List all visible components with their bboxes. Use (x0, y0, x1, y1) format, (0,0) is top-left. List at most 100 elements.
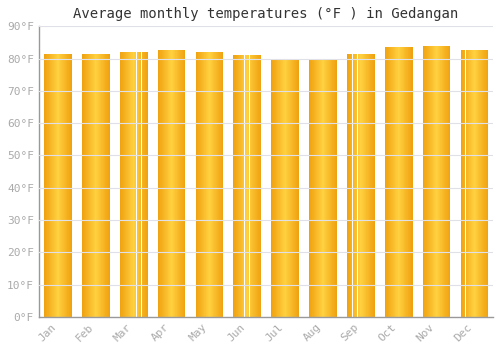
Bar (250, 55, 251, 317)
Bar (386, 47, 387, 317)
Bar (61, 54, 62, 317)
Bar (401, 47, 402, 317)
Bar (127, 52, 128, 317)
Bar (239, 55, 240, 317)
Bar (91, 54, 92, 317)
Bar (54, 54, 55, 317)
Bar (281, 58, 282, 317)
Bar (169, 50, 170, 317)
Bar (285, 58, 286, 317)
Bar (424, 46, 425, 317)
Bar (177, 50, 178, 317)
Bar (205, 52, 206, 317)
Bar (283, 58, 284, 317)
Bar (97, 54, 98, 317)
Bar (125, 52, 126, 317)
Bar (141, 52, 142, 317)
Bar (161, 50, 162, 317)
Bar (406, 47, 407, 317)
Bar (255, 55, 256, 317)
Bar (133, 52, 134, 317)
Bar (279, 58, 280, 317)
Bar (260, 55, 261, 317)
Bar (322, 58, 323, 317)
Bar (319, 58, 320, 317)
Bar (482, 50, 484, 317)
Bar (385, 47, 386, 317)
Bar (446, 46, 447, 317)
Bar (140, 52, 141, 317)
Bar (258, 55, 259, 317)
Bar (389, 47, 390, 317)
Bar (427, 46, 428, 317)
Bar (201, 52, 202, 317)
Bar (314, 58, 315, 317)
Bar (336, 58, 337, 317)
Bar (206, 52, 207, 317)
Bar (360, 54, 361, 317)
Bar (370, 54, 371, 317)
Bar (392, 47, 393, 317)
Bar (170, 50, 171, 317)
Bar (426, 46, 427, 317)
Bar (132, 52, 133, 317)
Bar (328, 58, 329, 317)
Bar (99, 54, 100, 317)
Bar (123, 52, 124, 317)
Bar (313, 58, 314, 317)
Bar (71, 54, 72, 317)
Bar (88, 54, 89, 317)
Bar (349, 54, 350, 317)
Bar (410, 47, 411, 317)
Bar (362, 54, 363, 317)
Bar (215, 52, 216, 317)
Bar (245, 55, 246, 317)
Bar (240, 55, 241, 317)
Bar (329, 58, 330, 317)
Bar (96, 54, 97, 317)
Bar (197, 52, 198, 317)
Bar (175, 50, 176, 317)
Bar (430, 46, 431, 317)
Bar (160, 50, 161, 317)
Bar (435, 46, 436, 317)
Bar (90, 54, 91, 317)
Bar (471, 50, 472, 317)
Bar (256, 55, 258, 317)
Bar (166, 50, 167, 317)
Bar (280, 58, 281, 317)
Bar (422, 46, 423, 317)
Bar (273, 58, 274, 317)
Bar (278, 58, 279, 317)
Bar (364, 54, 366, 317)
Bar (408, 47, 410, 317)
Bar (244, 55, 245, 317)
Bar (311, 58, 312, 317)
Bar (45, 54, 46, 317)
Bar (297, 58, 298, 317)
Bar (93, 54, 94, 317)
Bar (469, 50, 470, 317)
Bar (171, 50, 172, 317)
Bar (222, 52, 223, 317)
Bar (217, 52, 218, 317)
Bar (434, 46, 435, 317)
Bar (468, 50, 469, 317)
Bar (102, 54, 103, 317)
Bar (443, 46, 444, 317)
Bar (162, 50, 163, 317)
Bar (403, 47, 404, 317)
Bar (467, 50, 468, 317)
Bar (200, 52, 201, 317)
Bar (402, 47, 403, 317)
Bar (69, 54, 70, 317)
Bar (331, 58, 332, 317)
Bar (204, 52, 205, 317)
Bar (289, 58, 290, 317)
Bar (367, 54, 368, 317)
Bar (124, 52, 125, 317)
Bar (251, 55, 252, 317)
Bar (391, 47, 392, 317)
Bar (288, 58, 289, 317)
Bar (442, 46, 443, 317)
